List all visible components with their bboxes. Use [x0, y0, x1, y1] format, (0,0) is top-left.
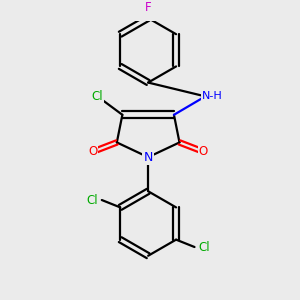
Text: N: N	[143, 151, 153, 164]
Text: F: F	[145, 1, 152, 13]
Text: Cl: Cl	[198, 241, 209, 254]
Text: Cl: Cl	[87, 194, 98, 206]
Text: Cl: Cl	[92, 90, 103, 103]
Text: O: O	[88, 145, 98, 158]
Text: N-H: N-H	[202, 92, 223, 101]
Text: O: O	[199, 145, 208, 158]
